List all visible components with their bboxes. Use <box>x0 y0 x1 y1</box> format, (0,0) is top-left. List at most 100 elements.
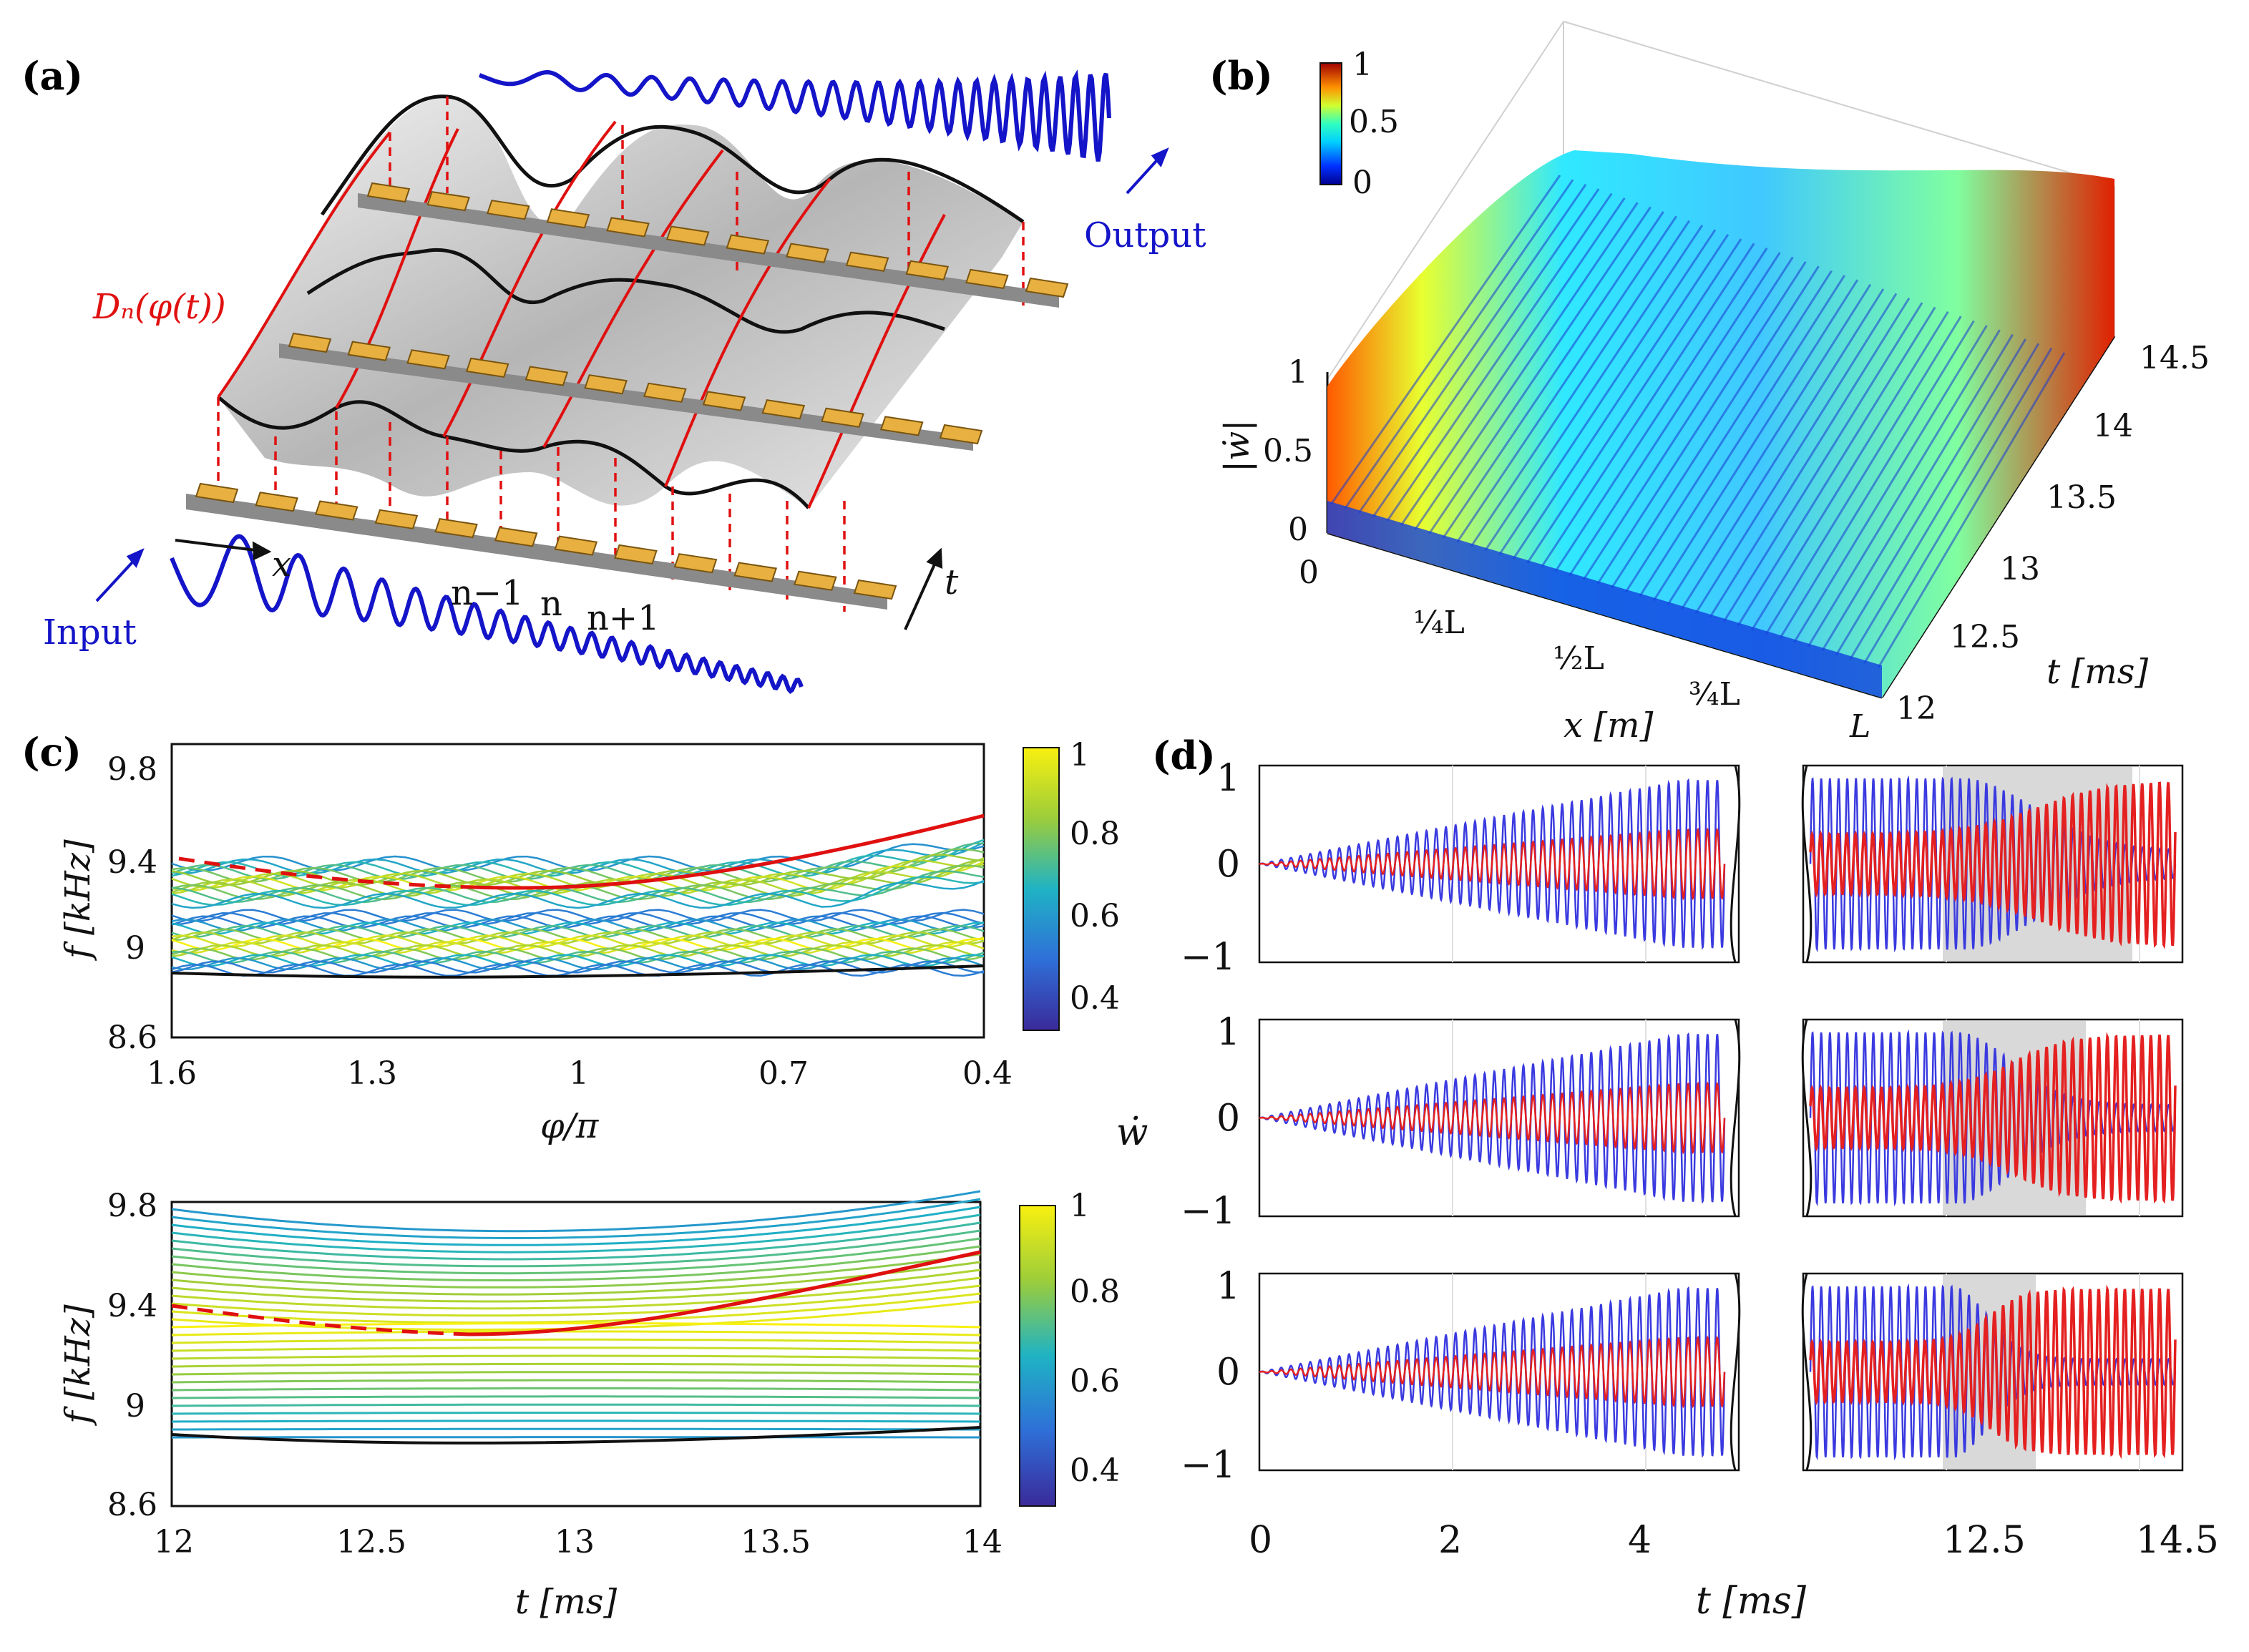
t-axis-label-a: t <box>945 562 959 602</box>
c-top-ytick-86: 8.6 <box>107 1020 157 1056</box>
panel-c-bottom: 9.8 9.4 9 8.6 12 12.5 13 13.5 14 t [ms] … <box>58 1188 1120 1622</box>
d-ytick-pos1: 1 <box>1216 757 1240 800</box>
surface-base <box>1327 501 1882 698</box>
x-direction-arrow <box>175 539 272 561</box>
surface-ridge <box>1596 261 1807 585</box>
panel-d: (d) ẇ 1 0 −1 1 0 −1 1 0 −1 0 2 4 12.5 14.5 t [ms… <box>1116 733 2219 1623</box>
d-red-trace-right <box>1809 781 2177 949</box>
sensor-pad <box>288 332 332 353</box>
panel-a-label: (a) <box>21 53 83 99</box>
c-top-xtick-1: 1 <box>569 1055 589 1092</box>
contour-line <box>171 1354 981 1360</box>
surface-ridge <box>1624 270 1833 593</box>
input-arrow <box>95 548 145 602</box>
sensor-pad <box>366 182 411 203</box>
sensor-pad <box>494 527 538 547</box>
c-top-cbtick-06: 0.6 <box>1070 898 1120 934</box>
d-ytick-neg1: −1 <box>1181 1444 1236 1487</box>
sensor-pad <box>374 509 419 529</box>
x-axis-label-b: x [m] <box>1563 705 1654 746</box>
d-red-trace-left <box>1259 1335 1726 1409</box>
surface-ridge <box>1582 256 1794 581</box>
contour-line <box>171 1229 981 1268</box>
contour-line <box>171 1221 981 1261</box>
n-minus-1-label: n−1 <box>451 573 524 613</box>
contour-line <box>171 1338 981 1344</box>
contour-line <box>171 1261 981 1296</box>
c-bottom-xtick-13: 13 <box>555 1524 595 1560</box>
c-top-xtick-13: 1.3 <box>347 1055 397 1092</box>
sensor-pad <box>314 500 358 521</box>
sensor-pad <box>905 260 950 280</box>
c-top-colorbar <box>1023 747 1060 1031</box>
surface-ridge <box>1569 252 1781 577</box>
d-ytick-pos1: 1 <box>1216 1011 1240 1054</box>
contour-line <box>171 909 985 922</box>
d-ytick-zero: 0 <box>1216 844 1240 886</box>
sensor-pad <box>939 424 983 445</box>
colorbar-b-tick-0: 0 <box>1352 165 1372 201</box>
panel-c-top: 9.8 9.4 9 8.6 1.6 1.3 1 0.7 0.4 φ/π f [k… <box>58 737 1120 1146</box>
c-top-contours <box>171 839 985 977</box>
x-tick-L: L <box>1849 708 1870 745</box>
c-top-xtick-04: 0.4 <box>962 1055 1013 1092</box>
surface-ridge <box>1386 192 1613 522</box>
beam-mid <box>279 332 983 451</box>
contour-line <box>171 1403 981 1407</box>
surface-ridge <box>1470 220 1691 547</box>
sensor-pad <box>1025 277 1069 298</box>
contour-line <box>171 1322 981 1329</box>
d-axis-break-left <box>1730 1019 1741 1217</box>
surface-ridge <box>1414 202 1639 530</box>
surface-ridges <box>1330 175 2066 668</box>
d-xtick-4: 4 <box>1628 1519 1652 1562</box>
surface-ridge <box>1611 265 1820 589</box>
surface-ridge <box>1344 179 1574 509</box>
sensor-pad <box>486 200 530 220</box>
t-tick-13: 13 <box>2000 551 2040 587</box>
contour-line <box>171 1330 981 1336</box>
d-xtick-125: 12.5 <box>1943 1519 2026 1562</box>
c-bottom-red-dashed <box>171 1304 469 1336</box>
contour-line <box>171 941 985 954</box>
sensor-pad <box>546 208 590 229</box>
surface-ridge <box>1681 288 1885 610</box>
surface-ridge <box>1751 311 1949 631</box>
beam-bottom <box>186 482 897 610</box>
input-label: Input <box>43 612 137 653</box>
surface-ridge <box>1737 306 1936 627</box>
panel-d-label: (d) <box>1152 733 1216 778</box>
t-tick-14-5: 14.5 <box>2140 340 2210 376</box>
sensor-pad <box>643 382 687 403</box>
sensor-pad <box>255 492 298 512</box>
sensor-pad <box>726 234 770 255</box>
t-direction-arrow <box>904 547 943 630</box>
d-red-trace-right <box>1809 1032 2177 1204</box>
d-axis-break-right <box>1801 1019 1813 1217</box>
c-top-red-solid <box>472 813 985 890</box>
surface-ridge <box>1456 215 1677 543</box>
contour-line <box>171 1276 981 1310</box>
colorbar-b-tick-05: 0.5 <box>1349 104 1399 140</box>
contour-line <box>171 1213 981 1253</box>
c-bottom-xtick-12: 12 <box>154 1524 194 1560</box>
contour-line <box>171 1387 981 1392</box>
beam-top <box>358 182 1069 308</box>
contour-line <box>171 1346 981 1352</box>
contour-line <box>171 960 985 974</box>
surface-ridge <box>1400 197 1626 527</box>
n-plus-1-label: n+1 <box>587 598 660 638</box>
panel-b: (b) 1 0.5 0 1 0.5 0 |ẇ| 0 ¼L ½L <box>1209 21 2210 746</box>
contour-line <box>171 915 985 929</box>
contour-line <box>171 1292 981 1324</box>
sensor-pad <box>525 366 569 386</box>
sensor-pad <box>821 407 864 428</box>
surface-ridge <box>1330 175 1561 505</box>
t-tick-13-5: 13.5 <box>2046 479 2117 516</box>
d-axis-break-left <box>1730 1273 1741 1471</box>
surface-ridge <box>1428 206 1652 534</box>
surface-ridge <box>1835 338 2027 656</box>
contour-line <box>171 1245 981 1281</box>
sheet-curve-bottom <box>217 396 810 509</box>
